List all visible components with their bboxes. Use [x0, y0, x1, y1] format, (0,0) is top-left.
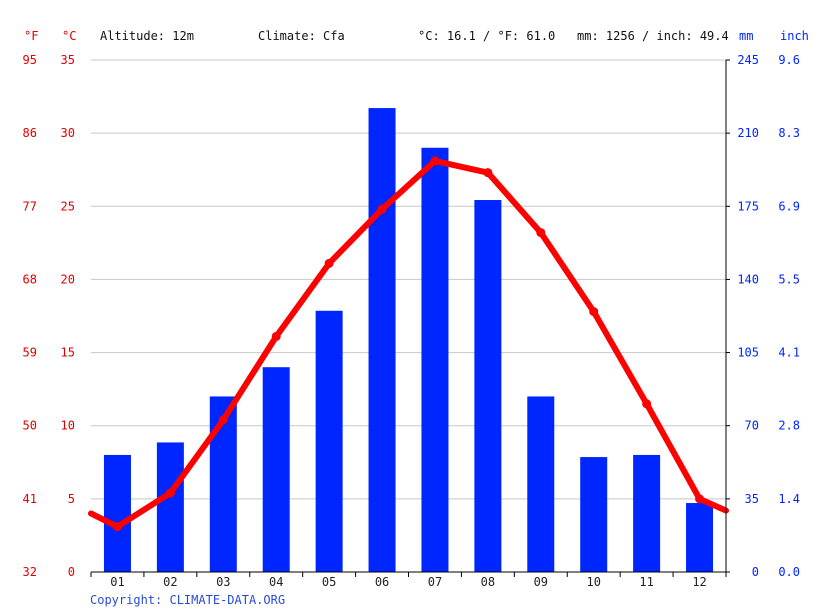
grid-lines: [91, 59, 726, 500]
total-precipitation-label: mm: 1256 / inch: 49.4: [577, 29, 729, 43]
fahrenheit-tick-label: 68: [23, 272, 37, 286]
fahrenheit-tick-label: 86: [23, 126, 37, 140]
precipitation-bars: [103, 108, 714, 572]
copyright-label: Copyright: CLIMATE-DATA.ORG: [90, 593, 285, 607]
celsius-tick-label: 35: [61, 53, 75, 67]
x-axis-label: 03: [216, 575, 230, 589]
mm-tick-label: 35: [745, 492, 759, 506]
x-axis-label: 11: [639, 575, 653, 589]
fahrenheit-tick-label: 41: [23, 492, 37, 506]
temperature-point: [536, 228, 546, 238]
inch-tick-label: 1.4: [778, 492, 800, 506]
tick-labels: 01 02 03 04 05 06 07 08 09 10 11 12 32 0 41 5 50 10 59 15 68…: [23, 53, 800, 589]
fahrenheit-tick-label: 59: [23, 346, 37, 360]
mm-tick-label: 105: [737, 346, 759, 360]
fahrenheit-tick-label: 95: [23, 53, 37, 67]
precipitation-bar: [580, 457, 608, 572]
x-axis-label: 12: [692, 575, 706, 589]
celsius-tick-label: 25: [61, 199, 75, 213]
fahrenheit-tick-label: 32: [23, 565, 37, 579]
celsius-unit-label: °C: [62, 29, 76, 43]
x-axis-label: 10: [586, 575, 600, 589]
celsius-tick-label: 15: [61, 346, 75, 360]
inch-tick-label: 0.0: [778, 565, 800, 579]
precipitation-bar: [421, 147, 449, 572]
mm-tick-label: 140: [737, 272, 759, 286]
temperature-point: [377, 204, 387, 214]
x-axis-label: 08: [481, 575, 495, 589]
mm-tick-label: 210: [737, 126, 759, 140]
climate-label: Climate: Cfa: [258, 29, 345, 43]
celsius-tick-label: 10: [61, 419, 75, 433]
fahrenheit-tick-label: 77: [23, 199, 37, 213]
temperature-point: [112, 522, 122, 532]
temperature-point: [271, 331, 281, 341]
precipitation-bar: [315, 310, 343, 572]
average-temperature-label: °C: 16.1 / °F: 61.0: [418, 29, 555, 43]
precipitation-bar: [209, 396, 237, 572]
mm-tick-label: 245: [737, 53, 759, 67]
temperature-point: [324, 258, 334, 268]
inch-tick-label: 6.9: [778, 199, 800, 213]
celsius-tick-label: 0: [68, 565, 75, 579]
inch-tick-label: 9.6: [778, 53, 800, 67]
precipitation-bar: [103, 454, 131, 572]
celsius-tick-label: 30: [61, 126, 75, 140]
fahrenheit-unit-label: °F: [24, 29, 38, 43]
x-axis-label: 05: [322, 575, 336, 589]
temperature-point: [589, 307, 599, 317]
precipitation-bar: [262, 367, 290, 572]
x-axis-label: 06: [375, 575, 389, 589]
precipitation-bar: [527, 396, 555, 572]
x-axis-label: 01: [110, 575, 124, 589]
altitude-label: Altitude: 12m: [100, 29, 194, 43]
precipitation-bar: [633, 454, 661, 572]
precipitation-bar: [156, 442, 184, 572]
mm-tick-label: 175: [737, 199, 759, 213]
temperature-point: [695, 494, 705, 504]
axes: [90, 59, 730, 577]
celsius-tick-label: 20: [61, 272, 75, 286]
precipitation-bar: [474, 200, 502, 572]
x-axis-label: 04: [269, 575, 283, 589]
inch-tick-label: 5.5: [778, 272, 800, 286]
x-axis-label: 02: [163, 575, 177, 589]
mm-tick-label: 0: [752, 565, 759, 579]
fahrenheit-tick-label: 50: [23, 419, 37, 433]
temperature-point: [218, 415, 228, 425]
temperature-point: [642, 399, 652, 409]
temperature-point: [483, 168, 493, 178]
celsius-tick-label: 5: [68, 492, 75, 506]
precipitation-bar: [686, 503, 714, 572]
inch-tick-label: 8.3: [778, 126, 800, 140]
x-axis-label: 07: [428, 575, 442, 589]
inch-tick-label: 2.8: [778, 419, 800, 433]
temperature-line: [88, 157, 729, 530]
temperature-point: [165, 488, 175, 498]
inch-unit-label: inch: [780, 29, 809, 43]
x-axis-label: 09: [534, 575, 548, 589]
mm-tick-label: 70: [745, 419, 759, 433]
precipitation-bar: [368, 108, 396, 572]
temperature-line-group: [88, 156, 729, 532]
temperature-point: [430, 156, 440, 166]
mm-unit-label: mm: [739, 29, 753, 43]
inch-tick-label: 4.1: [778, 346, 800, 360]
